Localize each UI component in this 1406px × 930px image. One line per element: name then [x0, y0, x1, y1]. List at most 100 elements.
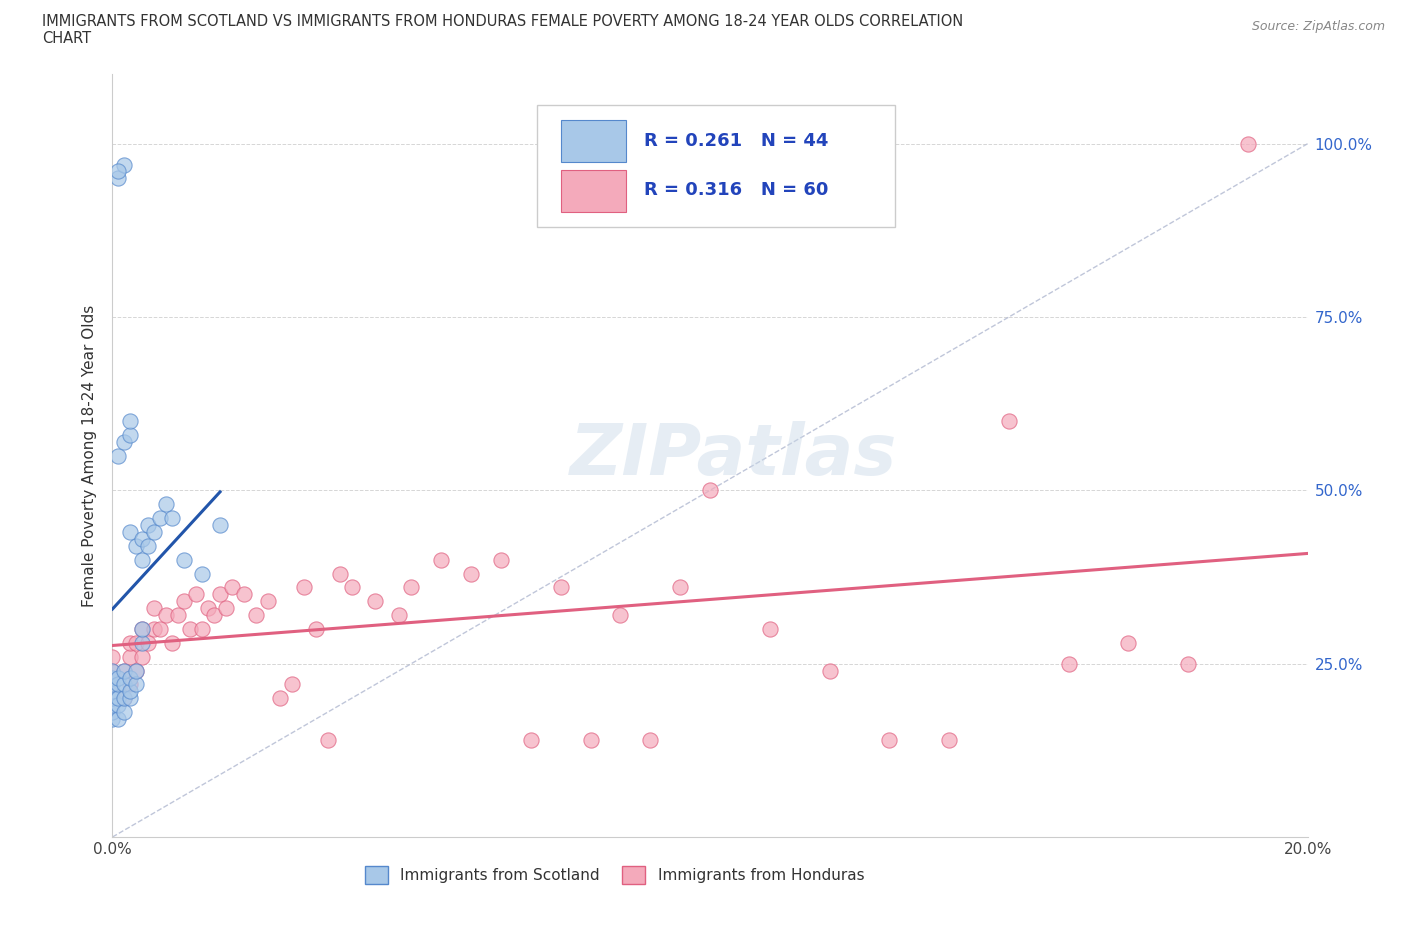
Point [197, 601, 219, 616]
Point [138, 635, 160, 650]
Point [550, 580, 572, 595]
Point [340, 580, 363, 595]
Point [101, 691, 124, 706]
Point [281, 677, 304, 692]
Text: Source: ZipAtlas.com: Source: ZipAtlas.com [1251, 20, 1385, 33]
Point [759, 621, 782, 636]
Point [191, 621, 214, 636]
Point [316, 733, 339, 748]
Point [114, 663, 135, 678]
Point [114, 705, 135, 720]
Point [401, 580, 423, 595]
Point [305, 621, 328, 636]
Point [107, 711, 129, 726]
Point [1237, 137, 1260, 152]
Point [938, 733, 960, 748]
Point [131, 531, 153, 546]
Point [120, 414, 142, 429]
Point [107, 164, 129, 179]
Point [579, 733, 602, 748]
Point [101, 705, 124, 720]
Text: IMMIGRANTS FROM SCOTLAND VS IMMIGRANTS FROM HONDURAS FEMALE POVERTY AMONG 18-24 : IMMIGRANTS FROM SCOTLAND VS IMMIGRANTS F… [42, 14, 963, 29]
Point [1177, 657, 1199, 671]
Point [173, 552, 195, 567]
Point [107, 691, 129, 706]
Point [149, 621, 172, 636]
Point [269, 691, 291, 706]
Point [143, 601, 166, 616]
FancyBboxPatch shape [561, 120, 627, 162]
Point [120, 428, 142, 443]
Point [125, 677, 148, 692]
Point [114, 691, 135, 706]
Point [120, 635, 142, 650]
Point [233, 587, 256, 602]
Point [120, 684, 142, 698]
Point [209, 587, 232, 602]
Point [101, 649, 124, 664]
Point [167, 607, 190, 622]
Point [155, 607, 177, 622]
Point [292, 580, 315, 595]
Point [173, 594, 195, 609]
Point [120, 525, 142, 539]
Point [120, 677, 142, 692]
Point [131, 621, 153, 636]
Point [125, 663, 148, 678]
Text: R = 0.261   N = 44: R = 0.261 N = 44 [644, 132, 828, 150]
Point [120, 649, 142, 664]
Point [120, 691, 142, 706]
Point [114, 157, 135, 172]
Point [114, 434, 135, 449]
Point [114, 677, 135, 692]
Point [221, 580, 243, 595]
Point [818, 663, 841, 678]
Point [388, 607, 411, 622]
Point [155, 497, 177, 512]
Point [364, 594, 387, 609]
Point [162, 511, 183, 525]
Point [114, 663, 135, 678]
Point [209, 518, 232, 533]
Point [329, 566, 352, 581]
Y-axis label: Female Poverty Among 18-24 Year Olds: Female Poverty Among 18-24 Year Olds [82, 305, 97, 607]
Point [125, 663, 148, 678]
Point [1118, 635, 1140, 650]
Point [143, 525, 166, 539]
Point [107, 671, 129, 685]
Point [101, 684, 124, 698]
Point [202, 607, 225, 622]
Point [107, 677, 129, 692]
FancyBboxPatch shape [537, 105, 896, 227]
Point [101, 711, 124, 726]
Point [699, 483, 721, 498]
Point [186, 587, 208, 602]
Point [107, 448, 129, 463]
Point [101, 677, 124, 692]
Point [191, 566, 214, 581]
Point [120, 671, 142, 685]
Point [131, 635, 153, 650]
Point [179, 621, 201, 636]
Point [143, 621, 166, 636]
Point [138, 518, 160, 533]
Point [489, 552, 512, 567]
Point [257, 594, 280, 609]
Point [998, 414, 1021, 429]
Point [101, 698, 124, 712]
Text: ZIPatlas: ZIPatlas [571, 421, 897, 490]
Point [1057, 657, 1080, 671]
Point [114, 691, 135, 706]
Point [640, 733, 662, 748]
Point [125, 635, 148, 650]
Point [460, 566, 482, 581]
Point [131, 621, 153, 636]
Point [520, 733, 543, 748]
Point [879, 733, 901, 748]
Text: CHART: CHART [42, 31, 91, 46]
Point [245, 607, 267, 622]
Point [107, 698, 129, 712]
Point [101, 671, 124, 685]
Point [430, 552, 453, 567]
Point [101, 663, 124, 678]
